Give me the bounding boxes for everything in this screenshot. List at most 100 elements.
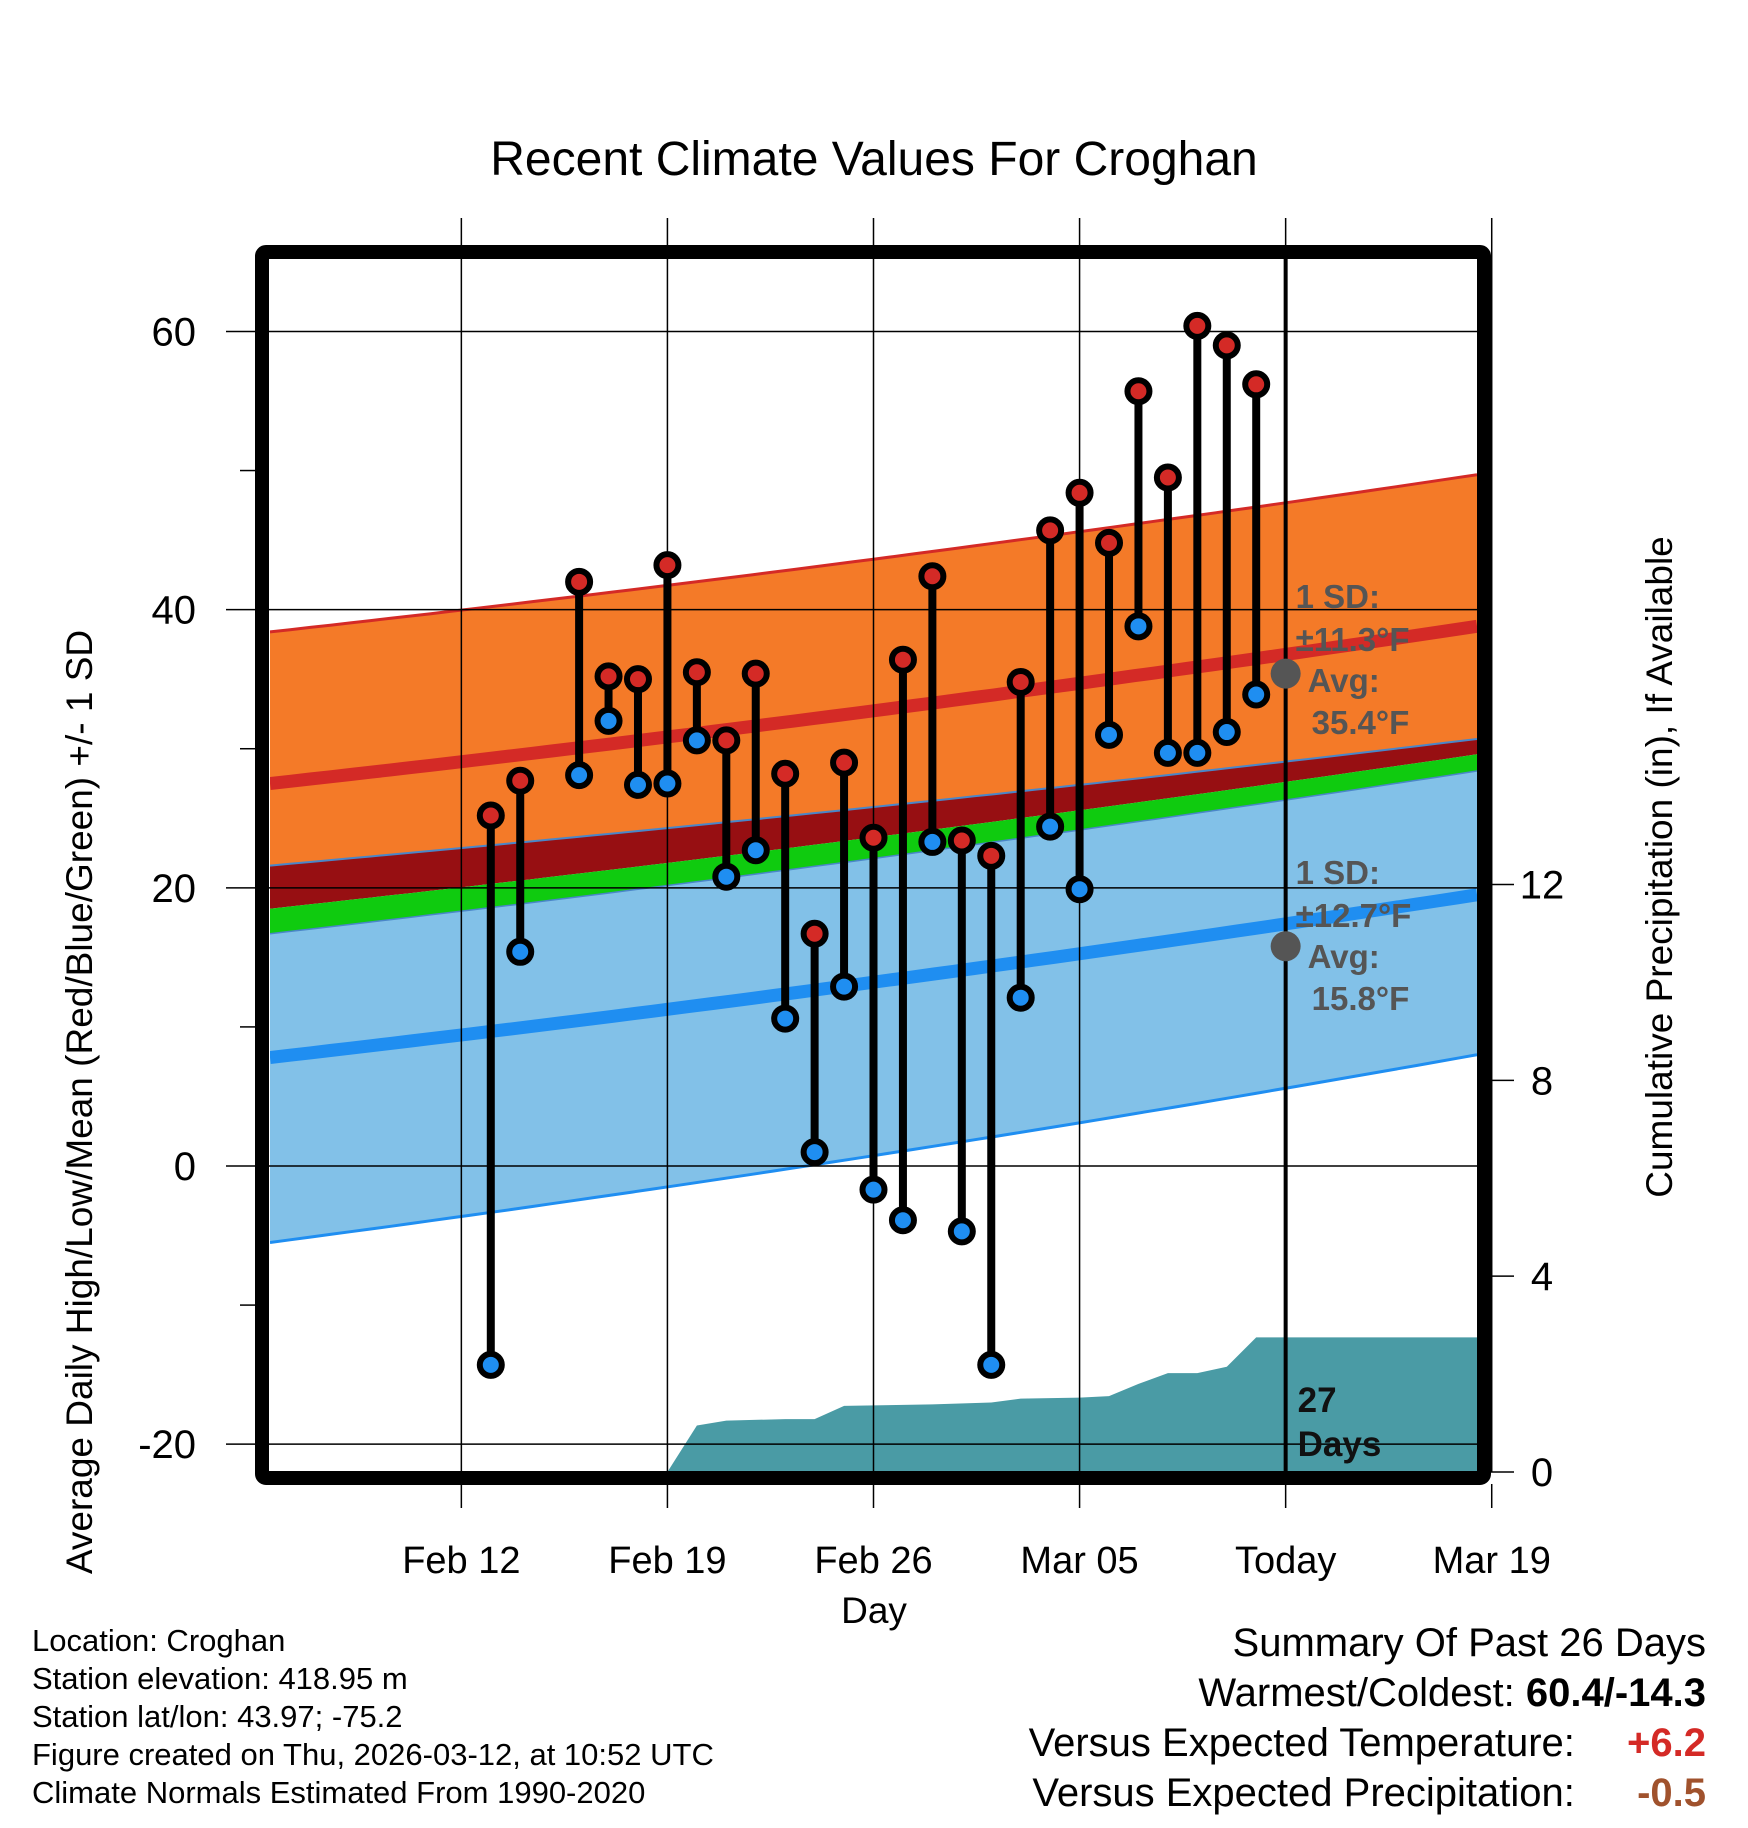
obs-high-point [977,841,1006,870]
precip-value: -0.5 [1637,1771,1706,1815]
obs-low-point [594,706,623,735]
low-sd-label: 1 SD: [1296,854,1380,891]
obs-high-point [1006,667,1035,696]
plot-frame [255,245,1491,1485]
obs-low-point [859,1175,888,1204]
obs-high-point [741,659,770,688]
days-count: 27 [1298,1381,1337,1420]
y-axis-right-label: Cumulative Precipitation (in), If Availa… [1639,536,1680,1198]
precip-label: Versus Expected Precipitation: [1032,1771,1575,1815]
obs-high-point [1242,370,1271,399]
summary-panel: Summary Of Past 26 Days Warmest/Coldest:… [1029,1618,1706,1818]
x-tick-label: Feb 26 [814,1540,932,1582]
obs-low-point [1242,680,1271,709]
obs-low-point [1212,718,1241,747]
obs-high-point [1065,478,1094,507]
obs-low-point [506,937,535,966]
y-tick-label-left: 0 [174,1145,196,1189]
footer-created: Figure created on Thu, 2026-03-12, at 10… [32,1737,714,1772]
x-tick-label: Today [1235,1540,1336,1582]
y-tick-label-right: 8 [1531,1059,1553,1103]
low-avg-value: 15.8°F [1312,980,1410,1017]
obs-high-point [476,801,505,830]
low-sd-value: ±12.7°F [1296,897,1412,934]
obs-high-point [888,645,917,674]
obs-high-point [947,826,976,855]
footer-normals: Climate Normals Estimated From 1990-2020 [32,1775,646,1810]
summary-warm-cold: Warmest/Coldest: 60.4/-14.3 [1029,1668,1706,1718]
obs-high-point [771,759,800,788]
x-tick-label: Feb 19 [608,1540,726,1582]
obs-low-point [712,862,741,891]
obs-high-point [1183,311,1212,340]
x-axis-label: Day [841,1590,907,1631]
obs-high-point [506,766,535,795]
high-sd-value: ±11.3°F [1296,621,1410,658]
summary-temp: Versus Expected Temperature: +6.2 [1029,1718,1706,1768]
y-axis-left-label: Average Daily High/Low/Mean (Red/Blue/Gr… [59,630,100,1574]
footer-latlon: Station lat/lon: 43.97; -75.2 [32,1699,403,1734]
x-tick-label: Mar 05 [1020,1540,1138,1582]
obs-low-point [1036,812,1065,841]
y-tick-label-left: 20 [152,867,197,911]
today-high-avg-marker [1270,658,1301,689]
obs-low-point [682,726,711,755]
obs-low-point [741,836,770,865]
y-tick-label-right: 0 [1531,1451,1553,1495]
chart-title: Recent Climate Values For Croghan [490,133,1257,186]
high-avg-label: Avg: [1308,662,1380,699]
warm-cold-label: Warmest/Coldest: [1198,1671,1515,1715]
obs-low-point [1153,738,1182,767]
footer-elevation: Station elevation: 418.95 m [32,1661,408,1696]
x-tick-label: Feb 12 [402,1540,520,1582]
obs-low-point [1183,738,1212,767]
x-tick-label: Mar 19 [1433,1540,1551,1582]
obs-high-point [565,567,594,596]
obs-high-point [918,562,947,591]
obs-high-point [1212,331,1241,360]
y-tick-label-left: -20 [138,1423,196,1467]
obs-low-point [476,1350,505,1379]
obs-low-point [771,1004,800,1033]
low-avg-label: Avg: [1308,938,1380,975]
summary-precip: Versus Expected Precipitation: -0.5 [1029,1768,1706,1818]
obs-high-point [712,726,741,755]
obs-low-point [830,972,859,1001]
obs-low-point [977,1350,1006,1379]
obs-low-point [1065,875,1094,904]
obs-high-point [653,551,682,580]
obs-high-point [1036,516,1065,545]
y-tick-label-left: 40 [152,589,197,633]
obs-low-point [653,769,682,798]
high-avg-value: 35.4°F [1312,704,1410,741]
obs-high-point [1124,377,1153,406]
obs-high-point [800,919,829,948]
summary-heading: Summary Of Past 26 Days [1232,1621,1706,1665]
obs-low-point [565,761,594,790]
obs-low-point [918,827,947,856]
obs-high-point [682,658,711,687]
obs-high-point [1153,463,1182,492]
obs-high-point [830,748,859,777]
obs-low-point [623,770,652,799]
obs-low-point [947,1217,976,1246]
obs-high-point [1095,528,1124,557]
obs-low-point [1006,983,1035,1012]
obs-high-point [623,665,652,694]
obs-high-point [594,662,623,691]
y-tick-label-right: 12 [1520,863,1565,907]
y-tick-label-right: 4 [1531,1255,1553,1299]
footer-location: Location: Croghan [32,1623,286,1658]
y-tick-label-left: 60 [152,310,197,354]
obs-low-point [1124,612,1153,641]
obs-low-point [800,1138,829,1167]
temp-value: +6.2 [1627,1721,1706,1765]
high-sd-label: 1 SD: [1296,578,1380,615]
cumulative-precip-area [667,1337,1477,1472]
obs-low-point [888,1206,917,1235]
days-word: Days [1298,1425,1382,1464]
obs-high-point [859,823,888,852]
temp-label: Versus Expected Temperature: [1028,1721,1575,1765]
obs-low-point [1095,720,1124,749]
